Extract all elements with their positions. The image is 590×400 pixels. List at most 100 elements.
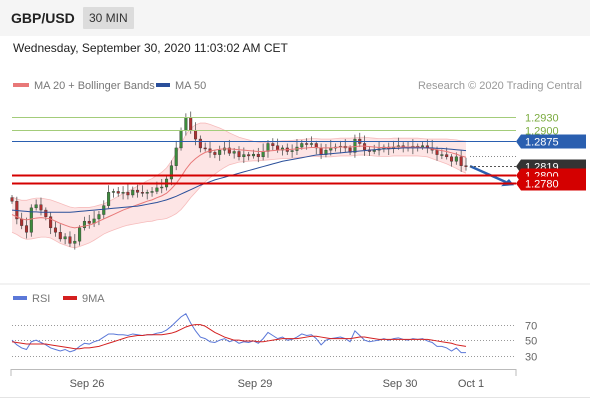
candle-body <box>150 191 154 193</box>
candle-body <box>440 154 444 156</box>
candle-body <box>131 189 135 196</box>
candle-body <box>87 220 91 224</box>
price-plot <box>10 111 514 250</box>
candle-body <box>73 240 77 244</box>
candle-body <box>319 147 323 155</box>
bollinger-lower <box>11 154 467 249</box>
candle-body <box>237 151 241 158</box>
candle-body <box>145 192 149 194</box>
candle-body <box>261 151 265 158</box>
ma20-legend-label: MA 20 + Bollinger Bands <box>34 80 155 92</box>
candle-body <box>24 225 29 233</box>
ma50-legend-swatch <box>156 83 170 87</box>
level-tag-1.2780 <box>516 176 586 191</box>
candle-body <box>169 165 173 180</box>
x-tick-label: Sep 26 <box>70 378 105 390</box>
rsi-legend-swatch <box>13 296 27 300</box>
candle-body <box>34 204 38 209</box>
candle-body <box>29 207 33 233</box>
candle-body <box>53 227 57 233</box>
candle-body <box>39 204 43 211</box>
level-label-1.2780: 1.2780 <box>525 179 559 191</box>
forecast-arrow-shaft <box>469 164 507 184</box>
candle-body <box>121 192 125 194</box>
candle-body <box>189 117 193 131</box>
x-tick-label: Sep 30 <box>383 378 418 390</box>
rsi-plot: 70 50 30 <box>11 313 537 364</box>
ma50-line <box>11 147 467 213</box>
candle-body <box>247 154 251 157</box>
candle-body <box>78 227 82 242</box>
candle-body <box>44 209 48 217</box>
candle-body <box>227 147 231 154</box>
candle-body <box>107 192 111 206</box>
candle-body <box>256 153 260 158</box>
candle-body <box>68 236 72 244</box>
candle-body <box>309 143 313 145</box>
level-tag-1.2875 <box>516 134 586 149</box>
ma20-line <box>11 145 467 229</box>
timestamp: Wednesday, September 30, 2020 11:03:02 A… <box>13 41 288 55</box>
timeframe-button[interactable]: 30 MIN <box>83 7 134 29</box>
rsi-tick-70: 70 <box>525 321 537 333</box>
level-label-1.2930: 1.2930 <box>525 113 559 125</box>
candle-body <box>194 129 198 140</box>
symbol-title: GBP/USD <box>11 10 75 26</box>
chart-header: GBP/USD 30 MIN <box>0 0 590 36</box>
rsi-tick-50: 50 <box>525 336 537 348</box>
candle-body <box>305 143 309 145</box>
candle-body <box>179 129 183 149</box>
x-tick-label: Sep 29 <box>238 378 273 390</box>
candle-body <box>266 143 270 152</box>
ma9-legend-label: 9MA <box>82 293 105 305</box>
x-axis-labels: Sep 26 Sep 29 Sep 30 Oct 1 <box>70 378 485 390</box>
candle-body <box>82 220 86 229</box>
candle-body <box>126 192 130 196</box>
candle-body <box>20 218 24 226</box>
candle-body <box>242 154 246 158</box>
candle-body <box>232 151 236 154</box>
candle-body <box>198 138 202 149</box>
rsi-line <box>11 313 466 354</box>
candle-body <box>111 191 115 193</box>
bollinger-upper <box>11 122 467 209</box>
candle-body <box>218 149 222 155</box>
candle-body <box>63 236 67 240</box>
candle-body <box>184 117 188 131</box>
level-label-1.2875: 1.2875 <box>525 137 559 149</box>
rsi-legend-label: RSI <box>32 293 50 305</box>
candle-body <box>140 192 144 194</box>
candle-body <box>251 153 256 157</box>
ma9-legend-swatch <box>63 296 77 300</box>
candle-body <box>459 156 463 166</box>
candle-body <box>203 147 207 150</box>
candle-body <box>449 156 454 162</box>
candle-body <box>445 154 449 158</box>
candle-body <box>49 216 53 229</box>
candle-body <box>58 232 62 240</box>
candle-body <box>454 156 458 162</box>
candle-body <box>290 150 294 152</box>
candle-body <box>372 149 376 152</box>
candle-body <box>353 138 357 153</box>
candle-body <box>464 165 468 167</box>
ma20-legend-swatch <box>13 83 29 87</box>
candle-body <box>300 143 304 148</box>
x-tick-label: Oct 1 <box>458 378 484 390</box>
candle-body <box>97 214 101 220</box>
candle-body <box>116 191 120 194</box>
candle-body <box>136 189 140 193</box>
ma50-legend-label: MA 50 <box>175 80 206 92</box>
ma9-line <box>11 324 467 350</box>
candle-body <box>213 152 217 155</box>
candle-body <box>276 145 280 151</box>
candle-body <box>421 145 425 148</box>
candle-body <box>271 143 275 146</box>
candle-body <box>435 149 439 155</box>
candle-body <box>155 187 159 192</box>
candle-body <box>174 147 178 166</box>
candle-body <box>10 197 14 202</box>
candle-body <box>160 186 164 189</box>
